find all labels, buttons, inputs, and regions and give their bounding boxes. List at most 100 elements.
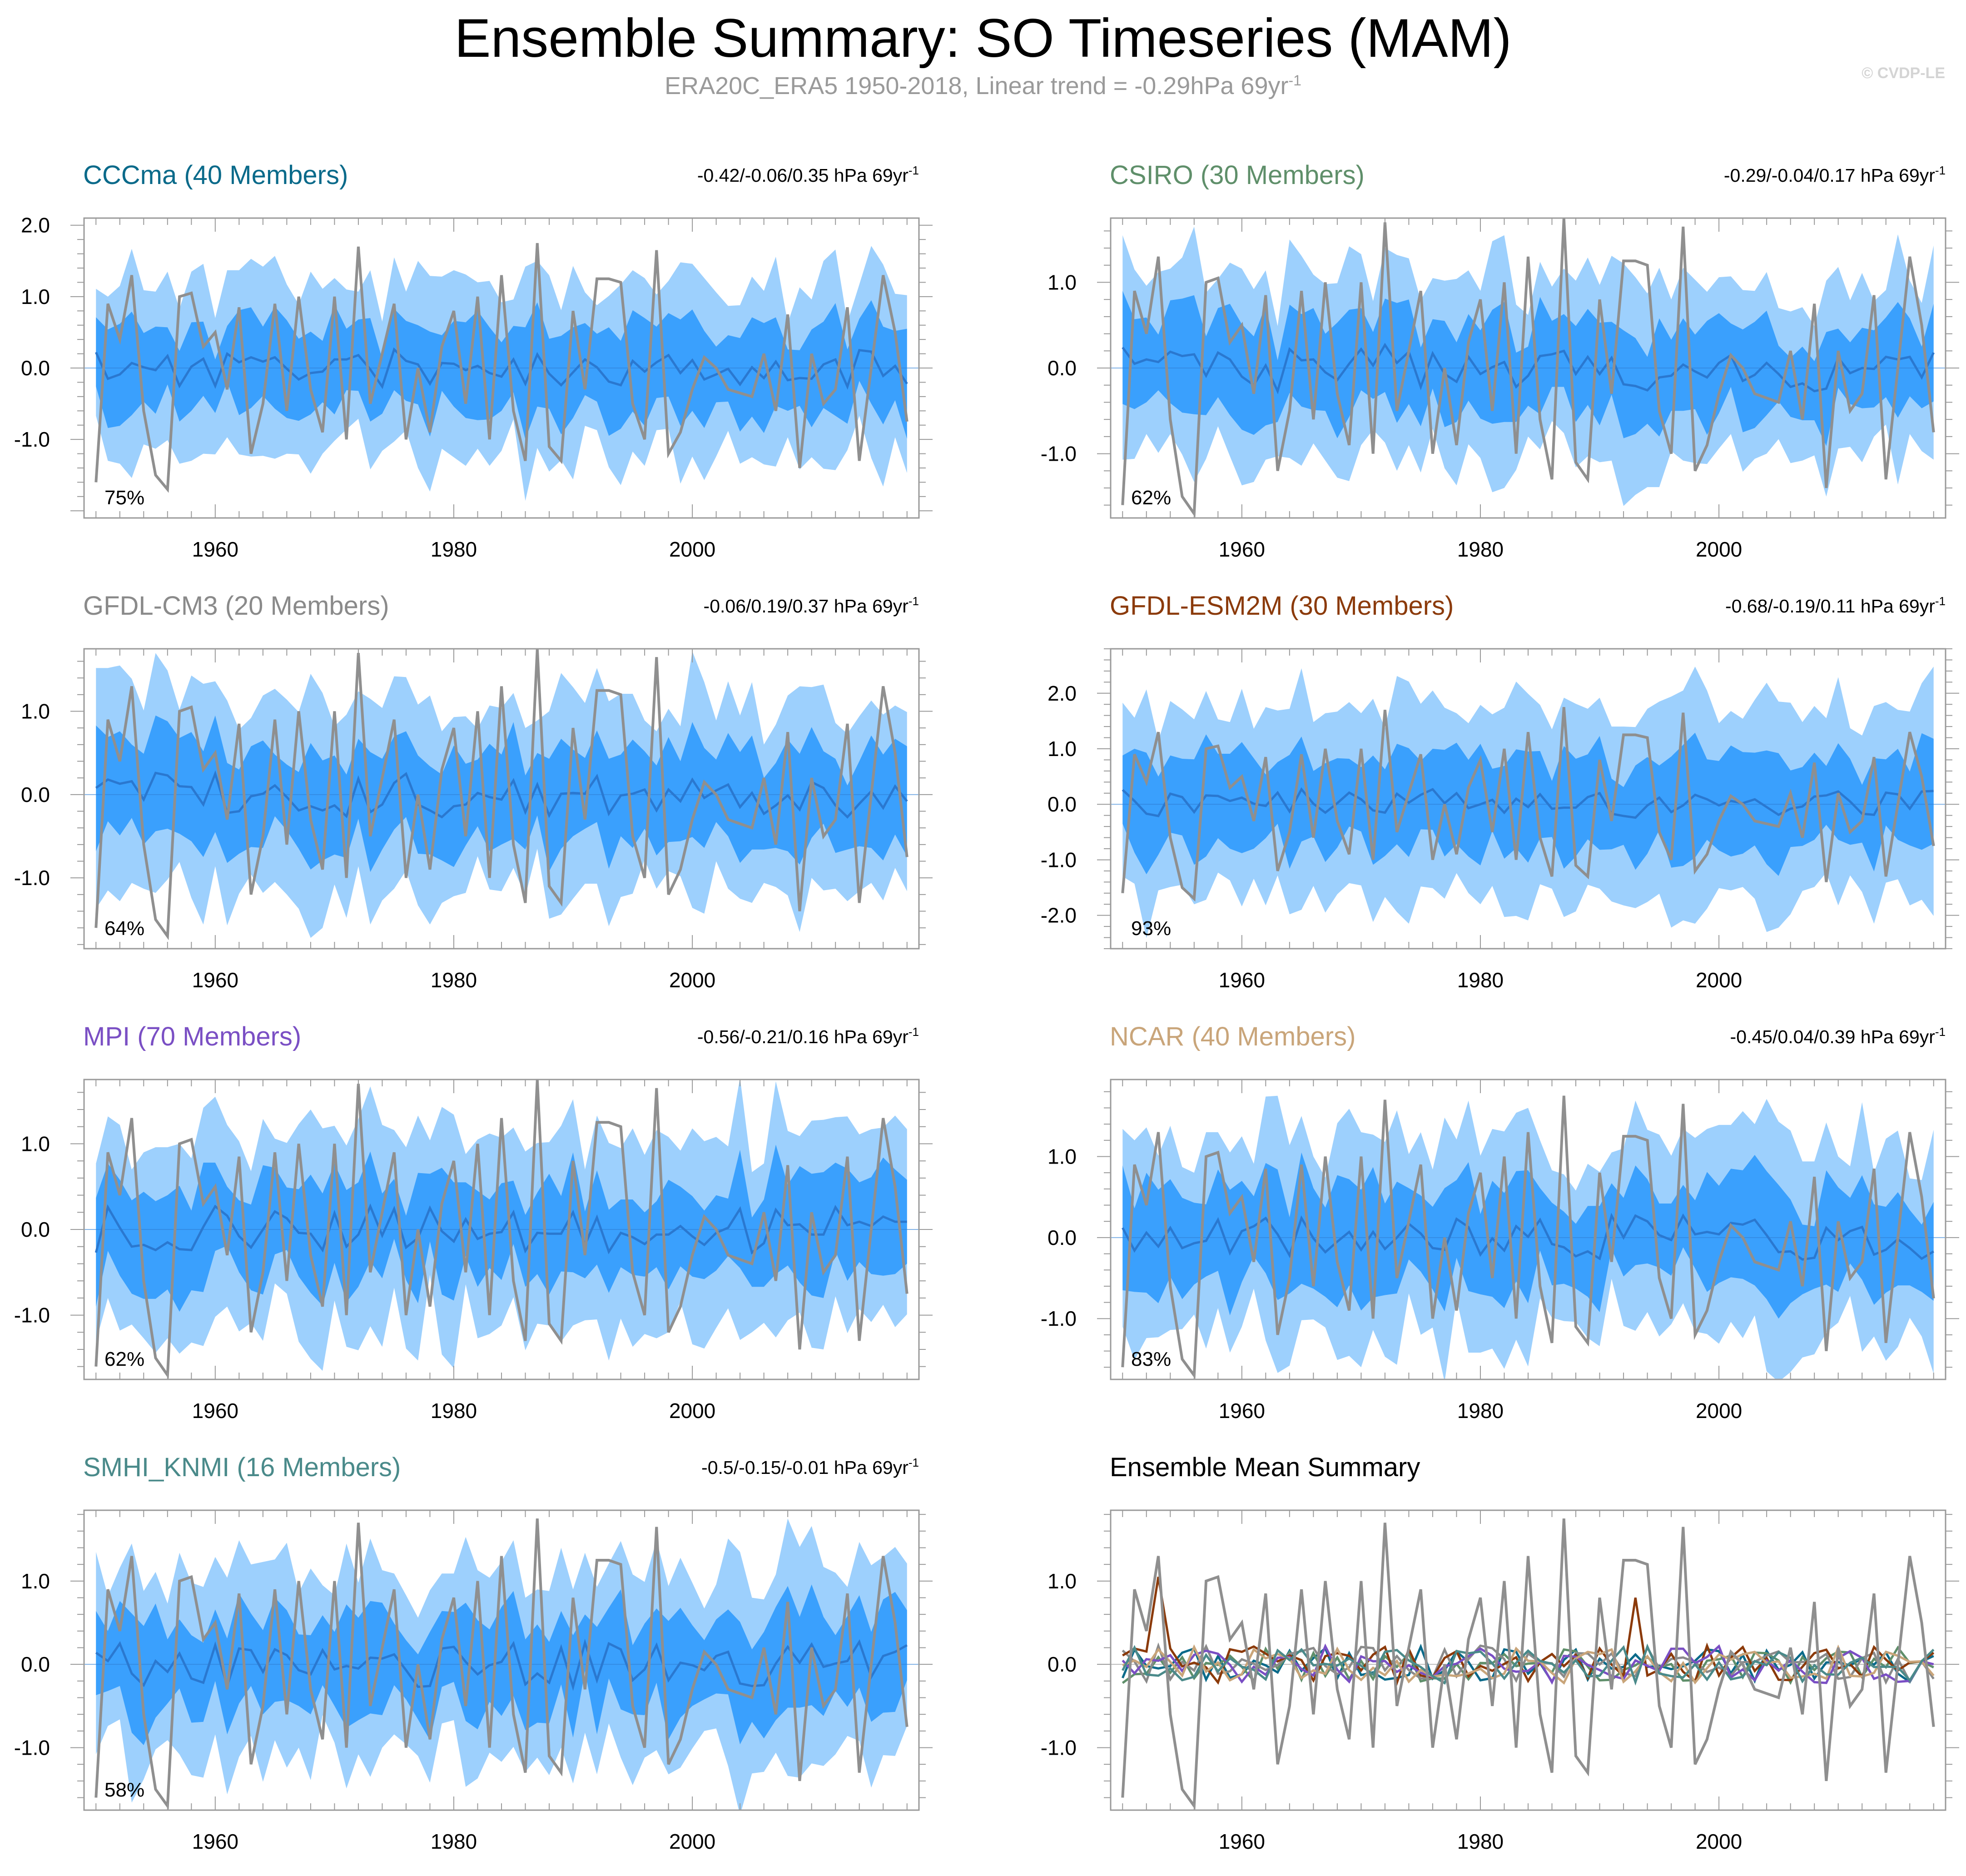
chart-panel: CSIRO (30 Members) -0.29/-0.04/0.17 hPa 6… [1041, 160, 1959, 561]
trend-value: -0.45/0.04/0.39 hPa 69yr [1730, 1026, 1935, 1047]
y-tick-label: -1.0 [1041, 442, 1077, 466]
x-tick-label: 1980 [431, 968, 477, 992]
y-tick-label: 0.0 [21, 1652, 50, 1676]
trend-value: -0.42/-0.06/0.35 hPa 69yr [697, 165, 909, 186]
percent-label: 75% [104, 487, 144, 509]
y-tick-label: -1.0 [14, 866, 50, 890]
panel-title: Ensemble Mean Summary [1110, 1453, 1420, 1482]
figure-title: Ensemble Summary: SO Timeseries (MAM) [454, 8, 1512, 69]
percent-label: 62% [104, 1348, 144, 1370]
y-tick-label: 0.0 [1048, 792, 1077, 816]
plot-area [84, 243, 919, 501]
x-tick-label: 1980 [431, 1830, 477, 1853]
panel-title: CSIRO (30 Members) [1110, 160, 1365, 190]
percent-label: 62% [1131, 487, 1171, 509]
observations-line [1121, 218, 1935, 518]
y-tick-label: -1.0 [1041, 1307, 1077, 1330]
y-tick-label: 1.0 [1048, 1569, 1077, 1593]
x-tick-label: 1960 [192, 1830, 238, 1853]
plot-area [1111, 218, 1946, 518]
x-tick-label: 2000 [669, 1830, 715, 1853]
trend-value: -0.56/-0.21/0.16 hPa 69yr [697, 1026, 909, 1047]
trend-exponent: -1 [909, 594, 919, 608]
percent-label: 58% [104, 1779, 144, 1801]
subtitle-text: ERA20C_ERA5 1950-2018, Linear trend = -0… [665, 72, 1289, 100]
y-tick-label: 1.0 [21, 700, 50, 723]
y-tick-label: -2.0 [1041, 904, 1077, 927]
x-tick-label: 1980 [1457, 1399, 1504, 1423]
trend-exponent: -1 [1935, 594, 1946, 608]
percent-label: 93% [1131, 917, 1171, 940]
plot-area [84, 1518, 919, 1810]
x-tick-label: 1960 [192, 968, 238, 992]
plot-area [84, 1080, 919, 1379]
y-tick-label: 2.0 [21, 214, 50, 237]
subtitle-exponent: -1 [1288, 72, 1301, 89]
y-tick-label: 1.0 [1048, 1145, 1077, 1168]
ensemble-inner-range [96, 300, 907, 440]
y-tick-label: -1.0 [14, 1736, 50, 1760]
panel-title: MPI (70 Members) [83, 1022, 301, 1051]
y-tick-label: 0.0 [21, 1218, 50, 1241]
x-tick-label: 1980 [431, 537, 477, 561]
panel-trend-label: -0.5/-0.15/-0.01 hPa 69yr-1 [701, 1456, 919, 1478]
x-tick-label: 1980 [1457, 537, 1504, 561]
percent-label: 64% [104, 917, 144, 940]
ensemble-mean-line [95, 770, 908, 819]
trend-value: -0.68/-0.19/0.11 hPa 69yr [1725, 596, 1935, 617]
panel-title: GFDL-ESM2M (30 Members) [1110, 591, 1454, 621]
panel-trend-label: -0.56/-0.21/0.16 hPa 69yr-1 [697, 1025, 919, 1047]
chart-panel: SMHI_KNMI (16 Members) -0.5/-0.15/-0.01 h… [14, 1453, 933, 1853]
chart-panel: GFDL-CM3 (20 Members) -0.06/0.19/0.37 hPa… [14, 591, 933, 992]
ensemble-inner-range [96, 1145, 907, 1312]
y-tick-label: 1.0 [21, 1569, 50, 1593]
x-tick-label: 2000 [1696, 1830, 1742, 1853]
chart-panel: CCCma (40 Members) -0.42/-0.06/0.35 hPa 6… [14, 160, 933, 561]
observations-line [94, 649, 909, 940]
x-tick-label: 1980 [431, 1399, 477, 1423]
trend-value: -0.06/0.19/0.37 hPa 69yr [704, 596, 909, 617]
panel-title: SMHI_KNMI (16 Members) [83, 1453, 401, 1482]
trend-exponent: -1 [1935, 1025, 1946, 1039]
x-tick-label: 1980 [1457, 1830, 1504, 1853]
plot-area [84, 649, 919, 940]
watermark: © CVDP-LE [1862, 65, 1945, 82]
panel-trend-label: -0.29/-0.04/0.17 hPa 69yr-1 [1724, 164, 1946, 186]
panel-trend-label: -0.45/0.04/0.39 hPa 69yr-1 [1730, 1025, 1946, 1047]
y-tick-label: 2.0 [1048, 682, 1077, 705]
x-tick-label: 1960 [1219, 1830, 1265, 1853]
trend-value: -0.5/-0.15/-0.01 hPa 69yr [701, 1457, 909, 1478]
x-tick-label: 1960 [192, 1399, 238, 1423]
panel-trend-label: -0.42/-0.06/0.35 hPa 69yr-1 [697, 164, 919, 186]
figure-subtitle: ERA20C_ERA5 1950-2018, Linear trend = -0… [0, 72, 1966, 100]
y-tick-label: 1.0 [21, 1132, 50, 1155]
trend-exponent: -1 [909, 164, 919, 177]
y-tick-label: -1.0 [14, 1304, 50, 1327]
x-tick-label: 1960 [192, 537, 238, 561]
chart-panel: GFDL-ESM2M (30 Members) -0.68/-0.19/0.11 … [1041, 591, 1959, 992]
panel-title: CCCma (40 Members) [83, 160, 348, 190]
trend-exponent: -1 [909, 1025, 919, 1039]
ensemble-mean-line [1122, 343, 1935, 395]
x-tick-label: 2000 [669, 1399, 715, 1423]
x-tick-label: 1960 [1219, 1399, 1265, 1423]
plot-area [1111, 1095, 1946, 1379]
panel-trend-label: -0.06/0.19/0.37 hPa 69yr-1 [704, 594, 919, 617]
y-tick-label: 1.0 [1048, 270, 1077, 294]
observations-line [94, 243, 909, 493]
y-tick-label: 0.0 [1048, 1652, 1077, 1676]
chart-panel: Ensemble Mean Summary 1960 1980 2000 -1.0 0.0… [1041, 1453, 1959, 1853]
y-tick-label: -1.0 [1041, 1736, 1077, 1760]
percent-label: 83% [1131, 1348, 1171, 1370]
y-tick-label: 1.0 [21, 285, 50, 309]
observations-line [94, 1080, 909, 1379]
ensemble-inner-range [96, 715, 907, 872]
ensemble-mean-line [95, 1638, 908, 1691]
panel-title: GFDL-CM3 (20 Members) [83, 591, 389, 621]
x-tick-label: 1960 [1219, 537, 1265, 561]
trend-exponent: -1 [1935, 164, 1946, 177]
x-tick-label: 2000 [1696, 968, 1742, 992]
x-tick-label: 2000 [1696, 537, 1742, 561]
y-tick-label: 0.0 [1048, 1226, 1077, 1249]
